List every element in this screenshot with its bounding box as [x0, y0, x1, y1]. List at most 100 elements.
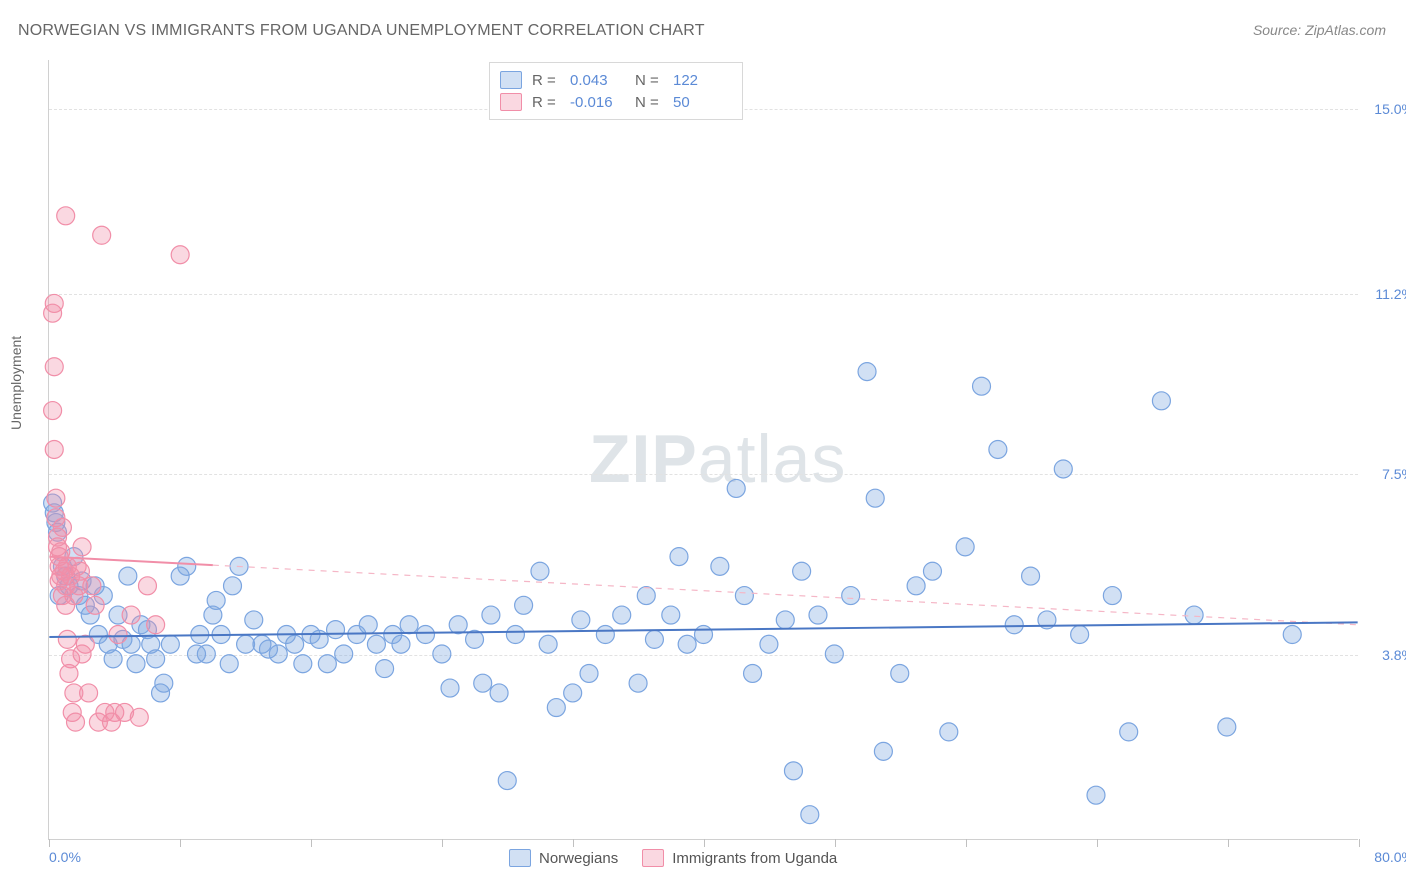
data-point: [858, 363, 876, 381]
data-point: [727, 479, 745, 497]
data-point: [155, 674, 173, 692]
data-point: [629, 674, 647, 692]
data-point: [793, 562, 811, 580]
data-point: [1054, 460, 1072, 478]
data-point: [670, 548, 688, 566]
data-point: [104, 650, 122, 668]
x-tick: [49, 839, 50, 847]
data-point: [71, 562, 89, 580]
source-attribution: Source: ZipAtlas.com: [1253, 22, 1386, 38]
data-point: [449, 616, 467, 634]
data-point: [73, 538, 91, 556]
x-tick: [966, 839, 967, 847]
data-point: [269, 645, 287, 663]
data-point: [956, 538, 974, 556]
data-point: [596, 626, 614, 644]
data-point: [119, 567, 137, 585]
data-point: [47, 489, 65, 507]
x-tick: [1228, 839, 1229, 847]
legend-label-uganda: Immigrants from Uganda: [672, 850, 837, 867]
data-point: [224, 577, 242, 595]
data-point: [376, 660, 394, 678]
data-point: [45, 358, 63, 376]
swatch-pink-icon: [642, 849, 664, 867]
data-point: [45, 441, 63, 459]
data-point: [482, 606, 500, 624]
data-point: [1005, 616, 1023, 634]
legend-item-norwegians: Norwegians: [509, 849, 618, 867]
data-point: [197, 645, 215, 663]
y-tick-label: 11.2%: [1364, 286, 1406, 302]
data-point: [735, 587, 753, 605]
data-point: [237, 635, 255, 653]
data-point: [130, 708, 148, 726]
data-point: [637, 587, 655, 605]
data-point: [711, 557, 729, 575]
data-point: [53, 518, 71, 536]
data-point: [531, 562, 549, 580]
data-point: [784, 762, 802, 780]
data-point: [564, 684, 582, 702]
data-point: [245, 611, 263, 629]
data-point: [286, 635, 304, 653]
data-point: [662, 606, 680, 624]
data-point: [515, 596, 533, 614]
data-point: [138, 577, 156, 595]
data-point: [207, 591, 225, 609]
data-point: [147, 650, 165, 668]
data-point: [1152, 392, 1170, 410]
data-point: [161, 635, 179, 653]
data-point: [327, 621, 345, 639]
data-point: [1087, 786, 1105, 804]
data-point: [539, 635, 557, 653]
data-point: [506, 626, 524, 644]
data-point: [1185, 606, 1203, 624]
y-tick-label: 3.8%: [1364, 647, 1406, 663]
data-point: [874, 742, 892, 760]
data-point: [318, 655, 336, 673]
data-point: [109, 626, 127, 644]
data-point: [580, 664, 598, 682]
x-axis-max-label: 80.0%: [1374, 849, 1406, 865]
data-point: [695, 626, 713, 644]
data-point: [1120, 723, 1138, 741]
data-point: [1283, 626, 1301, 644]
data-point: [940, 723, 958, 741]
y-tick-label: 7.5%: [1364, 466, 1406, 482]
data-point: [171, 246, 189, 264]
x-tick: [704, 839, 705, 847]
data-point: [1218, 718, 1236, 736]
data-point: [367, 635, 385, 653]
data-point: [678, 635, 696, 653]
data-point: [67, 713, 85, 731]
swatch-blue-icon: [509, 849, 531, 867]
data-point: [45, 294, 63, 312]
data-point: [866, 489, 884, 507]
data-point: [547, 699, 565, 717]
data-point: [359, 616, 377, 634]
data-point: [400, 616, 418, 634]
chart-title: NORWEGIAN VS IMMIGRANTS FROM UGANDA UNEM…: [18, 22, 705, 40]
data-point: [76, 635, 94, 653]
data-point: [490, 684, 508, 702]
data-point: [760, 635, 778, 653]
data-point: [923, 562, 941, 580]
data-point: [474, 674, 492, 692]
data-point: [178, 557, 196, 575]
y-tick-label: 15.0%: [1364, 101, 1406, 117]
data-point: [973, 377, 991, 395]
data-point: [147, 616, 165, 634]
x-tick: [835, 839, 836, 847]
data-point: [83, 577, 101, 595]
data-point: [1022, 567, 1040, 585]
data-point: [57, 207, 75, 225]
data-point: [891, 664, 909, 682]
data-point: [1103, 587, 1121, 605]
data-point: [907, 577, 925, 595]
data-point: [86, 596, 104, 614]
x-tick: [180, 839, 181, 847]
data-point: [80, 684, 98, 702]
data-point: [220, 655, 238, 673]
data-point: [989, 441, 1007, 459]
category-legend: Norwegians Immigrants from Uganda: [509, 849, 837, 867]
